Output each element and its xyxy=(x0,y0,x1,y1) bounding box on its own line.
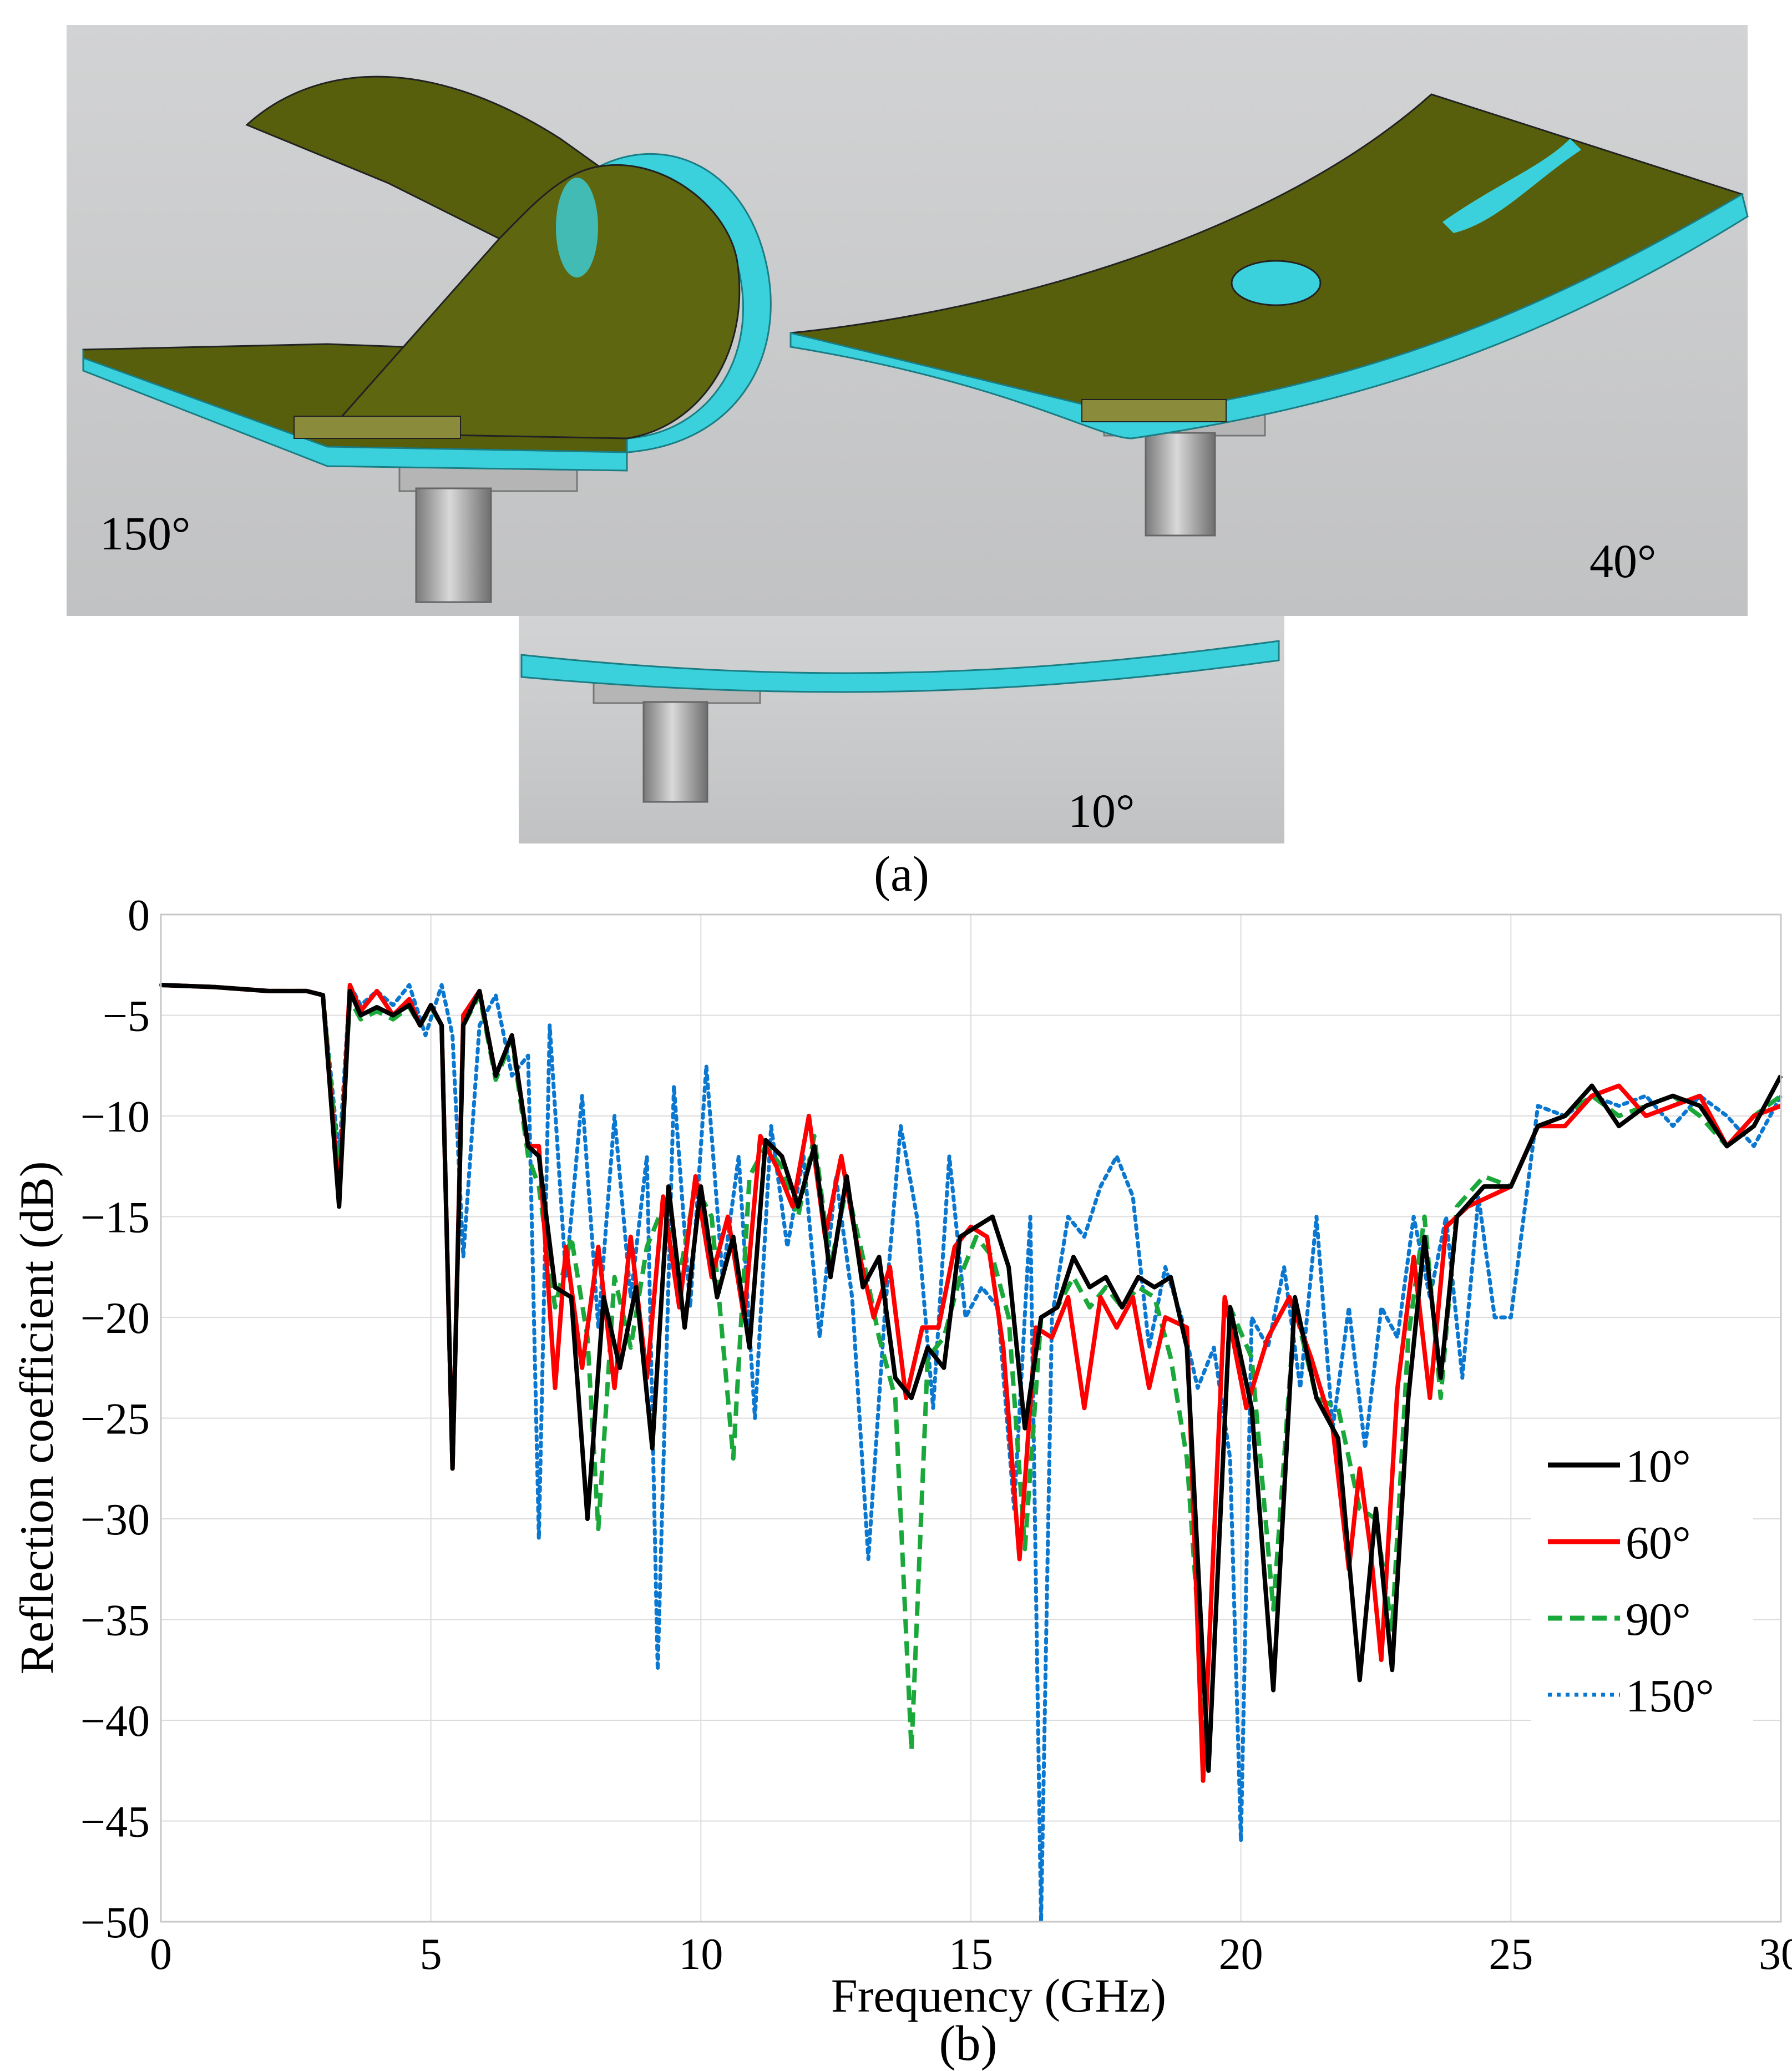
connector-pin-bottom xyxy=(642,701,708,803)
series-line-0 xyxy=(160,983,1783,1773)
patch-circle-right xyxy=(1231,260,1322,306)
x-tick-label: 0 xyxy=(150,1930,172,1979)
x-tick-labels: 0 5 10 15 20 25 30 xyxy=(150,1930,1792,1979)
x-tick-label: 5 xyxy=(420,1930,442,1979)
legend-label: 90° xyxy=(1626,1594,1691,1645)
connector-base-left xyxy=(398,465,578,492)
antenna-view-150: 150° xyxy=(67,25,782,616)
caption-a: (a) xyxy=(874,847,929,902)
x-axis-label: Frequency (GHz) xyxy=(831,1969,1166,2022)
board-edge-bottom xyxy=(520,640,1280,693)
y-tick-label: −35 xyxy=(80,1597,150,1645)
angle-label-right: 40° xyxy=(1589,534,1656,588)
y-tick-label: −10 xyxy=(80,1093,150,1141)
board-edge-left xyxy=(82,350,628,472)
board-edge-right xyxy=(789,193,1749,440)
plot-frame xyxy=(160,913,1782,1923)
y-tick-label: −5 xyxy=(103,992,150,1041)
patch-slot-left xyxy=(556,178,598,277)
x-tick-label: 25 xyxy=(1489,1930,1533,1979)
panel-a: 150° 40° 10° (a) xyxy=(67,25,1749,902)
patch-flare-right xyxy=(1442,139,1581,233)
connector-pin-left xyxy=(415,487,492,603)
viewport-bottom xyxy=(519,616,1284,843)
legend-label: 150° xyxy=(1626,1670,1714,1722)
y-tick-label: −20 xyxy=(80,1294,150,1343)
x-tick-label: 15 xyxy=(949,1930,993,1979)
x-tick-label: 10 xyxy=(679,1930,723,1979)
feed-pads-right xyxy=(1081,399,1227,422)
connector-pin-right xyxy=(1145,432,1216,537)
y-axis-label: Reflection coefficient (dB) xyxy=(10,1161,63,1675)
legend: 10° 60° 90° 150° xyxy=(1531,1432,1753,1742)
angle-label-bottom: 10° xyxy=(1068,784,1135,837)
caption-b: (b) xyxy=(939,2016,998,2071)
antenna-view-10: 10° xyxy=(519,616,1284,843)
y-tick-label: −15 xyxy=(80,1194,150,1242)
y-tick-label: 0 xyxy=(128,891,150,940)
y-tick-labels: 0 −5 −10 −15 −20 −25 −30 −35 −40 −45 −50 xyxy=(80,891,150,1947)
antenna-view-40: 40° xyxy=(782,25,1749,616)
legend-label: 60° xyxy=(1626,1517,1691,1569)
series-line-3 xyxy=(159,983,1783,1924)
board-curl-inner xyxy=(325,164,741,440)
y-tick-label: −45 xyxy=(80,1798,150,1847)
y-tick-label: −50 xyxy=(80,1898,150,1947)
legend-box xyxy=(1531,1432,1753,1742)
y-tick-label: −30 xyxy=(80,1496,150,1544)
chart: 0 −5 −10 −15 −20 −25 −30 −35 −40 −45 −50 0 5 10 15 20 2… xyxy=(10,891,1792,2071)
angle-label-left: 150° xyxy=(100,507,190,560)
x-tick-label: 20 xyxy=(1219,1930,1263,1979)
legend-label: 10° xyxy=(1626,1441,1691,1492)
series-layer xyxy=(159,983,1783,1924)
y-tick-label: −40 xyxy=(80,1697,150,1746)
x-tick-label: 30 xyxy=(1759,1930,1792,1979)
y-tick-label: −25 xyxy=(80,1395,150,1444)
feed-pads-left xyxy=(293,416,461,439)
